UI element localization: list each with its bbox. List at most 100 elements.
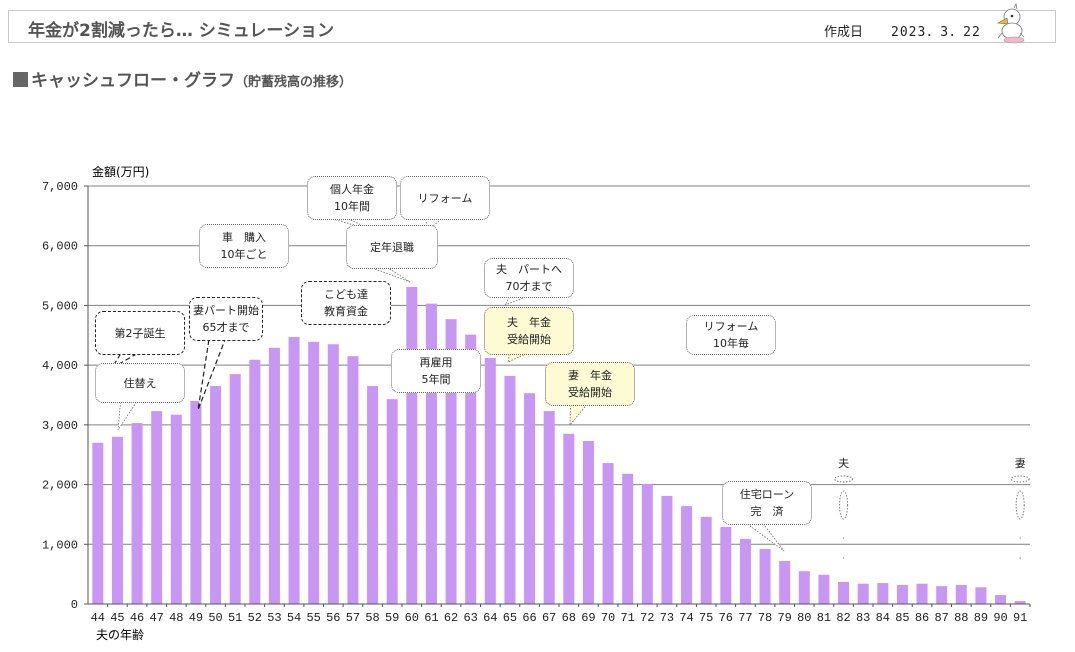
callout-text: 完 済 bbox=[750, 505, 784, 518]
bar-age-89 bbox=[975, 587, 987, 604]
bar-age-55 bbox=[308, 341, 320, 604]
bar-age-77 bbox=[739, 538, 751, 604]
callout-age-65: 夫 年金 受給開始 bbox=[484, 307, 574, 355]
angel-figure-91: 妻 bbox=[1010, 457, 1030, 559]
bar-age-57 bbox=[347, 356, 359, 604]
bar-age-64 bbox=[484, 357, 496, 604]
date-label: 作成日 bbox=[824, 25, 864, 40]
bar-age-47 bbox=[151, 411, 163, 604]
section-heading: キャッシュフロー・グラフ（貯蓄残高の推移） bbox=[13, 66, 352, 91]
x-tick-label: 86 bbox=[915, 611, 929, 625]
x-tick-label: 77 bbox=[738, 611, 752, 625]
callout-text: 定年退職 bbox=[370, 240, 414, 254]
callout-text: 70才まで bbox=[505, 280, 553, 293]
bar-age-79 bbox=[779, 561, 791, 604]
y-tick-label: 3,000 bbox=[42, 419, 78, 433]
halo-icon bbox=[1010, 475, 1030, 483]
bars bbox=[92, 286, 1026, 604]
callout-text: 5年間 bbox=[421, 373, 451, 386]
bar-age-59 bbox=[386, 399, 398, 604]
callout-text: リフォーム bbox=[417, 191, 473, 205]
angel-figures: 夫妻 bbox=[834, 457, 1030, 559]
x-tick-label: 47 bbox=[149, 611, 163, 625]
callout-pointer bbox=[197, 339, 226, 411]
bar-age-66 bbox=[524, 393, 536, 604]
bar-age-50 bbox=[210, 386, 222, 604]
callout-text: 個人年金 bbox=[330, 183, 374, 196]
page-title: 年金が2割減ったら… シミュレーション bbox=[28, 21, 335, 41]
x-tick-label: 88 bbox=[954, 611, 968, 625]
y-tick-label: 5,000 bbox=[42, 299, 78, 313]
callout-pointer bbox=[504, 296, 526, 306]
bar-age-88 bbox=[955, 584, 967, 604]
callout-age-60: 再雇用 5年間 bbox=[391, 349, 481, 393]
x-tick-label: 46 bbox=[130, 611, 144, 625]
bar-age-63 bbox=[465, 334, 477, 604]
callout-text: リフォーム bbox=[703, 320, 759, 333]
x-tick-label: 44 bbox=[91, 611, 105, 625]
x-tick-label: 87 bbox=[934, 611, 948, 625]
x-tick-label: 61 bbox=[424, 611, 438, 625]
bar-age-78 bbox=[759, 549, 771, 604]
y-axis-label: 金額(万円) bbox=[92, 164, 149, 179]
callout-age-58: 個人年金 10年間 bbox=[307, 176, 397, 220]
section-title: キャッシュフロー・グラフ bbox=[31, 71, 235, 91]
callout-age-50: 車 購入 10年ごと bbox=[199, 224, 289, 268]
bar-age-62 bbox=[445, 319, 457, 604]
callout-text: 住宅ローン bbox=[739, 488, 795, 501]
bar-age-54 bbox=[288, 337, 300, 604]
callout-pointer bbox=[569, 404, 587, 427]
x-tick-label: 84 bbox=[876, 611, 890, 625]
x-tick-label: 62 bbox=[444, 611, 458, 625]
bar-age-82 bbox=[838, 581, 850, 604]
x-tick-label: 68 bbox=[562, 611, 576, 625]
bar-age-71 bbox=[622, 473, 634, 604]
callout-text: 第2子誕生 bbox=[114, 326, 166, 340]
callout-age-79: 住宅ローン完 済 bbox=[722, 481, 812, 525]
callout-text: 10年ごと bbox=[220, 248, 268, 261]
x-tick-label: 64 bbox=[483, 611, 497, 625]
callout-age-54: こども達 教育資金 bbox=[301, 281, 391, 325]
bar-age-49 bbox=[190, 400, 202, 604]
dot bbox=[1019, 537, 1021, 539]
callout-age-45: 住替え bbox=[95, 363, 185, 403]
callout-text: こども達 bbox=[324, 288, 368, 301]
bar-age-45 bbox=[111, 436, 123, 604]
callout-age-65: 夫 パートへ 70才まで bbox=[484, 258, 574, 298]
x-tick-label: 75 bbox=[699, 611, 713, 625]
y-tick-label: 1,000 bbox=[42, 538, 78, 552]
callout-pointer bbox=[117, 401, 137, 431]
x-tick-label: 49 bbox=[189, 611, 203, 625]
callout-text: 車 購入 bbox=[222, 231, 266, 244]
bar-age-81 bbox=[818, 574, 830, 604]
callout-age-60: リフォーム bbox=[400, 176, 490, 220]
bar-age-48 bbox=[170, 414, 182, 604]
bar-age-76 bbox=[720, 526, 732, 604]
x-tick-label: 80 bbox=[797, 611, 811, 625]
dot bbox=[842, 537, 845, 539]
bar-age-90 bbox=[995, 595, 1007, 604]
callout-text: 教育資金 bbox=[324, 305, 368, 318]
bar-age-74 bbox=[681, 506, 693, 604]
x-tick-label: 56 bbox=[326, 611, 340, 625]
bar-age-68 bbox=[563, 433, 575, 604]
x-tick-label: 66 bbox=[522, 611, 536, 625]
x-tick-label: 51 bbox=[228, 611, 242, 625]
x-tick-label: 83 bbox=[856, 611, 870, 625]
bar-age-73 bbox=[661, 495, 673, 604]
x-tick-label: 58 bbox=[365, 611, 379, 625]
bar-age-91 bbox=[1014, 601, 1026, 604]
section-subtitle: （貯蓄残高の推移） bbox=[235, 75, 353, 90]
callout-age-60: 定年退職 bbox=[346, 225, 438, 269]
bar-age-83 bbox=[857, 583, 869, 604]
callout-text: 65才まで bbox=[202, 321, 250, 334]
bar-age-53 bbox=[268, 347, 280, 604]
callout-text: 再雇用 bbox=[419, 356, 453, 369]
angel-figure-82: 夫 bbox=[834, 457, 854, 559]
bar-age-85 bbox=[896, 584, 908, 604]
callout-text: 10年毎 bbox=[713, 337, 749, 350]
x-axis-label: 夫の年齢 bbox=[96, 627, 144, 642]
bar-age-69 bbox=[582, 440, 594, 604]
y-tick-label: 0 bbox=[71, 598, 78, 612]
